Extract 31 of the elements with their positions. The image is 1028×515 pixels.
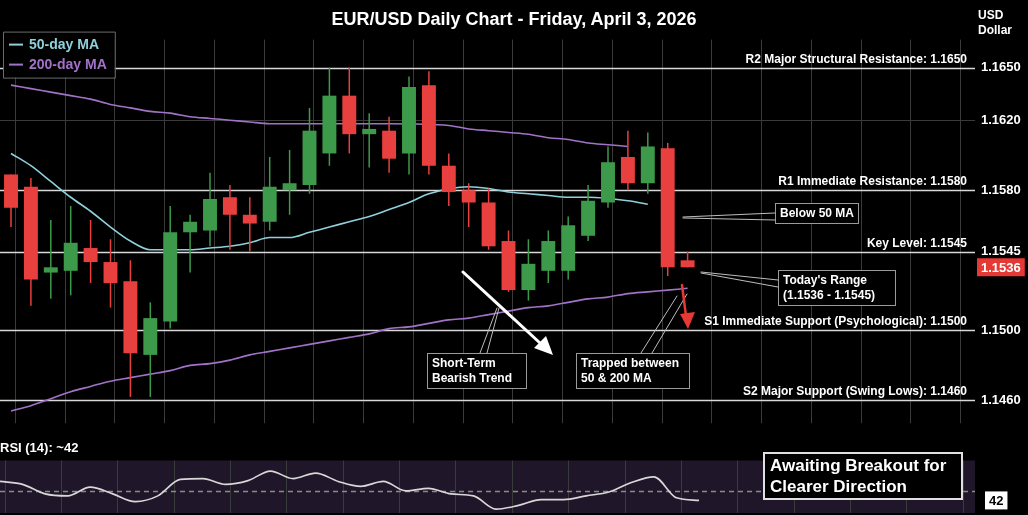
y-tick-label: 1.1650	[981, 59, 1021, 75]
text: Today's Range (1.1536 - 1.1545)	[778, 270, 896, 306]
annotation: Trapped between 50 & 200 MA	[576, 353, 690, 389]
y-tick-label: 1.1545	[981, 243, 1021, 259]
y-axis-title: USD Dollar	[978, 8, 1013, 38]
annotation: Short-Term Bearish Trend	[427, 353, 527, 389]
y-tick-label: 1.1580	[981, 181, 1021, 197]
legend-label: 50-day MA	[29, 36, 100, 53]
ref-line-label: R1 Immediate Resistance: 1.1580	[778, 173, 968, 188]
chart-title: EUR/USD Daily Chart - Friday, April 3, 2026	[331, 8, 697, 29]
text: Below 50 MA	[775, 203, 860, 224]
line-series	[10, 84, 629, 148]
candlestick	[183, 214, 198, 273]
y-tick-label: 1.1460	[981, 392, 1021, 408]
candlestick	[222, 184, 237, 250]
line-series	[10, 287, 689, 412]
y-tick-label: 1.1500	[981, 321, 1021, 337]
candlestick	[242, 197, 257, 252]
line-series	[10, 152, 649, 251]
ref-line-label: Key Level: 1.1545	[866, 235, 968, 250]
text: 1.1536	[981, 259, 1021, 275]
candlestick	[43, 220, 58, 299]
ref-line-label: S1 Immediate Support (Psychological): 1.1500	[704, 313, 968, 328]
y-tick-label: 1.1620	[981, 111, 1021, 127]
text: Awaiting Breakout for Clearer Direction	[763, 452, 963, 500]
text: 42	[989, 493, 1004, 508]
chart-title: RSI (14): ~42	[0, 440, 79, 456]
ref-line-label: S2 Major Support (Swing Lows): 1.1460	[742, 383, 968, 398]
legend-label: 200-day MA	[29, 56, 107, 73]
candlestick	[362, 113, 377, 168]
ref-line-label: R2 Major Structural Resistance: 1.1650	[745, 51, 968, 66]
